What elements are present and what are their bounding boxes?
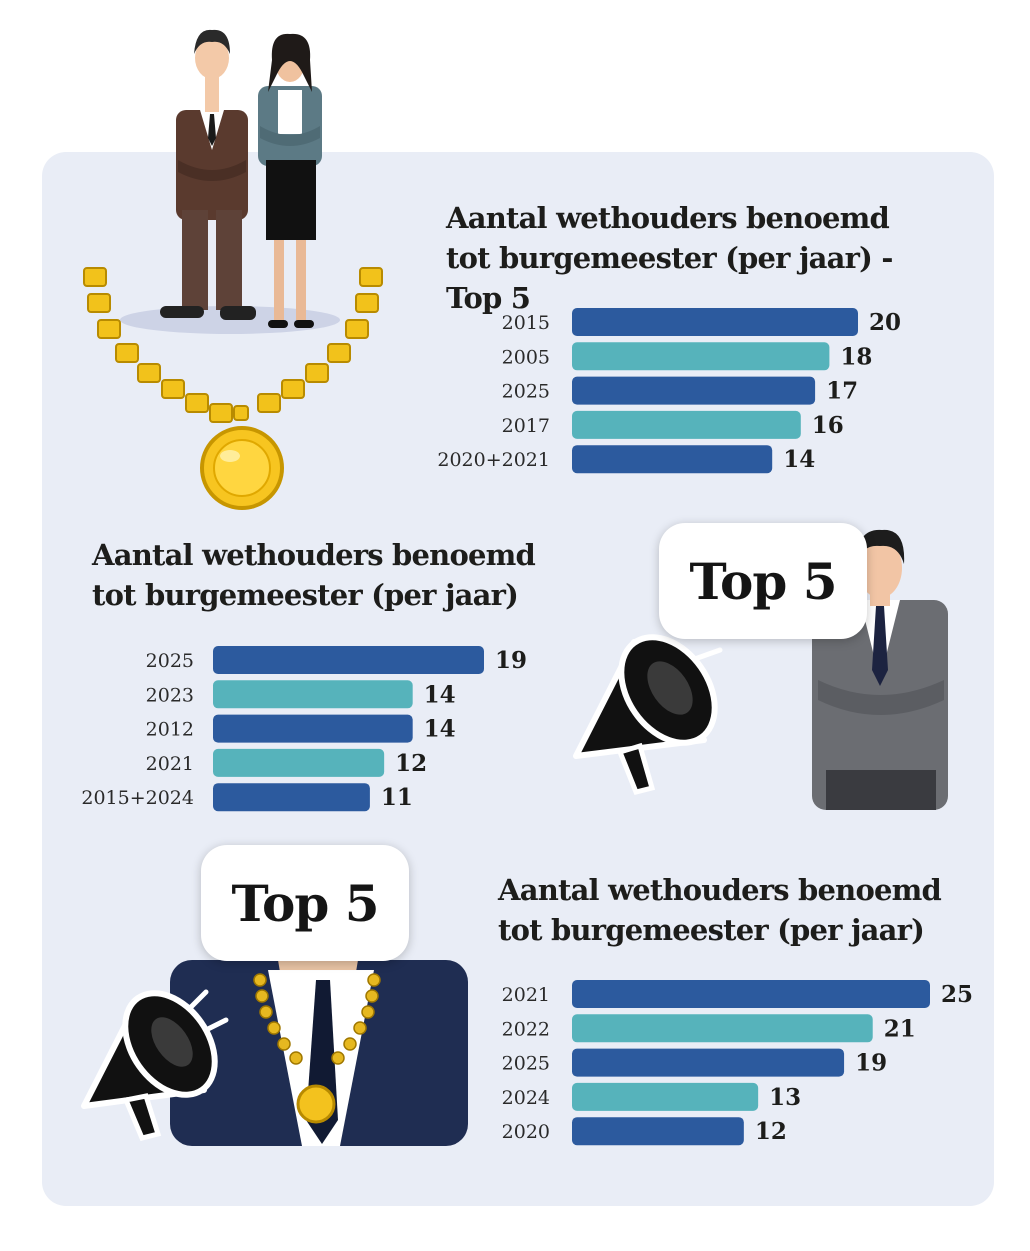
businesswoman-icon [258, 33, 322, 328]
top5-bubble-2-text: Top 5 [231, 873, 380, 933]
chart1-category-label-1: 2005 [502, 346, 550, 368]
chart3-bar-3 [572, 1082, 759, 1111]
chart3-value-label-3: 13 [769, 1084, 801, 1111]
chart2-category-label-4: 2015+2024 [81, 787, 194, 809]
chart3-bar-chart: 2021 25 2022 21 2025 19 2024 13 2020 12 [502, 980, 973, 1146]
chart3-category-label-2: 2025 [502, 1053, 550, 1075]
chart2-category-label-1: 2023 [146, 684, 194, 706]
chart3-category-label-4: 2020 [502, 1121, 550, 1143]
business-people-illustration [83, 29, 383, 510]
chart1-value-label-3: 16 [812, 412, 844, 439]
chart2-title: Aantal wethouders benoemd tot burgemeest… [92, 538, 536, 612]
chart2-value-label-4: 11 [381, 784, 413, 811]
chart1-title: Aantal wethouders benoemd tot burgemeest… [446, 201, 893, 315]
chart2-bar-4 [213, 783, 370, 812]
chart1-value-label-2: 17 [826, 378, 858, 405]
chart1-category-label-0: 2015 [502, 312, 550, 334]
chart3-bar-4 [572, 1117, 744, 1146]
chart3-bar-2 [572, 1048, 845, 1077]
top5-bubble-1: Top 5 [659, 523, 867, 639]
chart1-category-label-2: 2025 [502, 381, 550, 403]
megaphone-mayor-illustration [81, 955, 468, 1146]
chart2-category-label-3: 2021 [146, 753, 194, 775]
chart3-value-label-2: 19 [855, 1050, 887, 1077]
mayor-chain-icon [83, 267, 383, 510]
chart1-bar-chart: 2015 20 2005 18 2025 17 2017 16 2020+2021 14 [437, 308, 901, 474]
chart3-bar-0 [572, 980, 930, 1008]
man-in-suit-icon [812, 529, 948, 810]
chart2-category-label-0: 2025 [146, 650, 194, 672]
chart1-value-label-0: 20 [869, 309, 901, 336]
chart2-value-label-0: 19 [495, 647, 527, 674]
chart2-value-label-2: 14 [424, 716, 456, 743]
chart2-bar-2 [213, 714, 413, 743]
chart3-category-label-1: 2022 [502, 1018, 550, 1040]
chart2-bar-3 [213, 748, 385, 777]
chart3-value-label-0: 25 [941, 981, 973, 1008]
chart1-bar-0 [572, 308, 858, 336]
chart2-bar-chart: 2025 19 2023 14 2012 14 2021 12 2015+2024 11 [81, 646, 527, 812]
chart1-category-label-4: 2020+2021 [437, 449, 550, 471]
chart3-value-label-4: 12 [755, 1118, 787, 1145]
chart2-bar-0 [213, 646, 484, 674]
chart1-value-label-4: 14 [783, 446, 815, 473]
chart1-bar-1 [572, 342, 830, 371]
chart1-value-label-1: 18 [840, 343, 872, 370]
top5-bubble-2: Top 5 [201, 845, 409, 961]
chart2-value-label-1: 14 [424, 681, 456, 708]
chart3-bar-1 [572, 1014, 873, 1043]
chart3-title: Aantal wethouders benoemd tot burgemeest… [498, 873, 942, 947]
top5-bubble-1-text: Top 5 [689, 551, 838, 611]
chart3-value-label-1: 21 [884, 1015, 916, 1042]
chart2-bar-1 [213, 680, 413, 709]
chart2-value-label-3: 12 [395, 750, 427, 777]
chart2-category-label-2: 2012 [146, 719, 194, 741]
megaphone-icon-2 [81, 989, 229, 1141]
chart1-category-label-3: 2017 [502, 415, 550, 437]
chart3-category-label-0: 2021 [502, 984, 550, 1006]
mayor-with-chain-icon [170, 955, 468, 1146]
chart1-bar-3 [572, 410, 801, 439]
businessman-icon [160, 29, 256, 320]
chart1-bar-4 [572, 445, 773, 474]
megaphone-icon [573, 587, 723, 795]
megaphone-man-illustration [573, 529, 948, 810]
chart1-bar-2 [572, 376, 816, 405]
chart3-category-label-3: 2024 [502, 1087, 550, 1109]
